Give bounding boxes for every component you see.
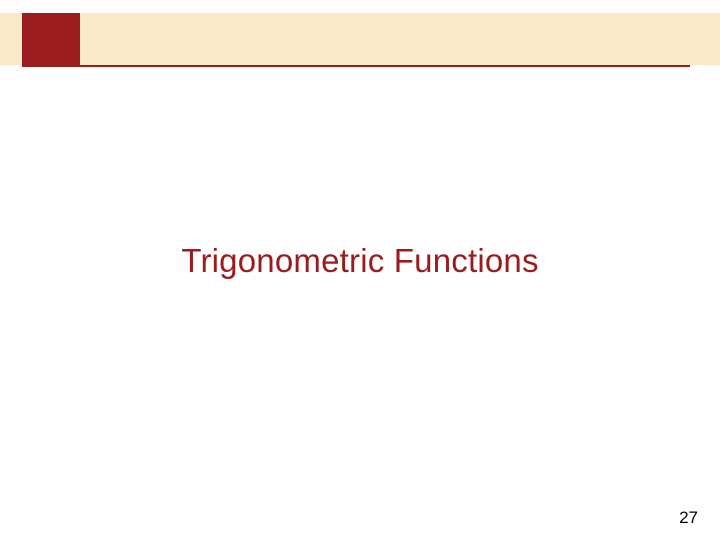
- header-band: [0, 13, 720, 65]
- header-underline: [22, 65, 690, 67]
- slide-title: Trigonometric Functions: [0, 242, 720, 280]
- header-band-background: [0, 13, 720, 65]
- page-number: 27: [679, 508, 698, 528]
- header-accent-square: [22, 13, 80, 65]
